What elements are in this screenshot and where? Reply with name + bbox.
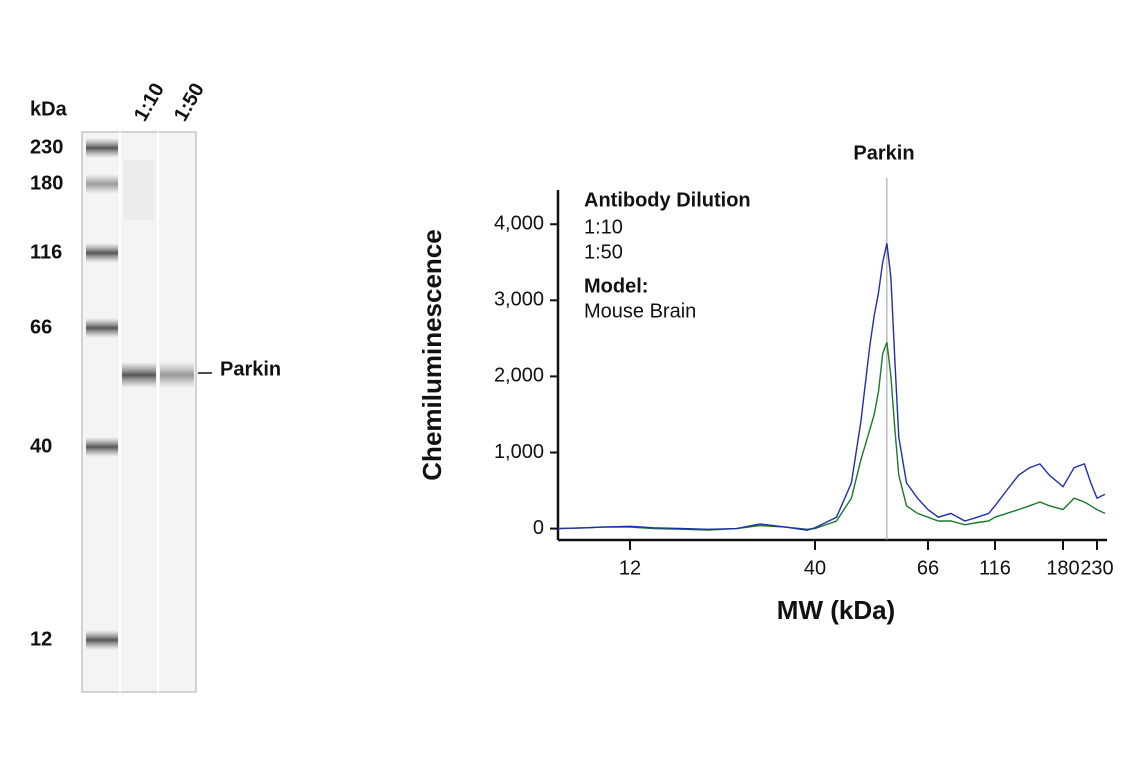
ladder-label: 66 xyxy=(30,316,52,338)
x-tick-label: 230 xyxy=(1080,557,1113,579)
gel-frame xyxy=(81,131,197,693)
ladder-band xyxy=(86,630,118,650)
ladder-band xyxy=(86,243,118,263)
x-axis-title: MW (kDa) xyxy=(777,595,895,625)
gel-band xyxy=(160,362,194,388)
model-label: Model: xyxy=(584,275,648,297)
ladder-label: 230 xyxy=(30,136,63,158)
x-tick-label: 116 xyxy=(979,557,1011,579)
ladder-band xyxy=(86,318,118,338)
ladder-label: 40 xyxy=(30,435,52,457)
plot: Parkin Chemiluminescence MW (kDa) Antibo… xyxy=(417,142,1114,625)
ladder-band xyxy=(86,437,118,457)
gel-ladder: 230 180 116 66 40 12 xyxy=(30,136,118,650)
y-tick-label: 2,000 xyxy=(494,365,544,387)
gel-band xyxy=(122,362,156,388)
x-tick-label: 12 xyxy=(619,557,641,579)
legend-entry: 1:50 xyxy=(584,241,623,263)
ladder-label: 12 xyxy=(30,628,52,650)
series-line xyxy=(557,243,1106,531)
y-tick-label: 4,000 xyxy=(494,213,544,235)
peak-annotation: Parkin xyxy=(853,142,914,164)
band-label: Parkin xyxy=(220,358,281,380)
legend-title: Antibody Dilution xyxy=(584,189,751,211)
y-tick-label: 0 xyxy=(533,517,544,539)
x-tick-label: 66 xyxy=(917,557,939,579)
smear xyxy=(124,160,154,220)
lane-label: 1:10 xyxy=(130,79,169,125)
x-tick-label: 40 xyxy=(804,557,826,579)
y-tick-label: 3,000 xyxy=(494,289,544,311)
ladder-label: 180 xyxy=(30,172,63,194)
ladder-band xyxy=(86,174,118,194)
y-axis-title: Chemiluminescence xyxy=(417,229,447,480)
series-line xyxy=(557,341,1106,531)
gel-y-label: kDa xyxy=(30,98,68,120)
lane-label: 1:50 xyxy=(170,79,209,125)
legend-entry: 1:10 xyxy=(584,216,623,238)
y-tick-label: 1,000 xyxy=(494,441,544,463)
ladder-band xyxy=(86,138,118,158)
model-name: Mouse Brain xyxy=(584,300,696,322)
x-tick-label: 180 xyxy=(1046,557,1079,579)
ladder-label: 116 xyxy=(30,241,62,263)
